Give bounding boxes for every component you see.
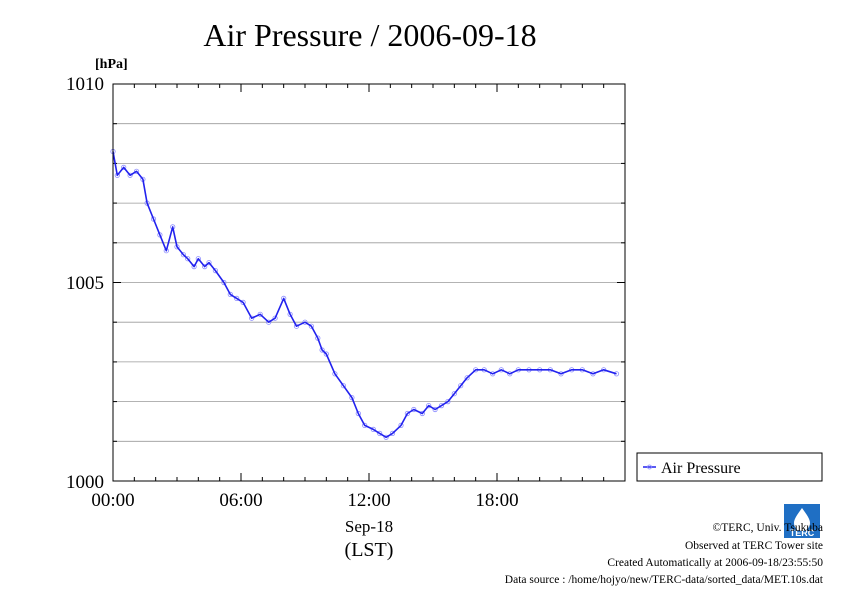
- data-point: [426, 402, 432, 409]
- data-point: [490, 371, 496, 377]
- x-tick-label-0600: 06:00: [219, 490, 262, 511]
- data-point: [340, 383, 346, 389]
- data-point: [195, 256, 201, 262]
- data-point: [362, 422, 368, 428]
- terc-logo-text: TERC: [790, 528, 815, 538]
- data-point: [234, 295, 240, 301]
- x-tick-label-0000: 00:00: [91, 490, 134, 511]
- data-point: [438, 402, 445, 409]
- data-point: [383, 434, 389, 440]
- data-point: [150, 216, 157, 222]
- data-point: [227, 291, 233, 297]
- data-point: [212, 267, 218, 274]
- data-point: [287, 311, 293, 317]
- x-axis-timezone-label: (LST): [345, 539, 394, 561]
- chart-title: Air Pressure / 2006-09-18: [203, 17, 536, 53]
- data-point: [389, 430, 396, 436]
- data-point: [302, 319, 308, 325]
- y-axis-unit-label: [hPa]: [95, 57, 128, 72]
- data-point: [411, 406, 417, 413]
- data-point: [133, 168, 140, 174]
- data-point: [419, 410, 425, 417]
- y-tick-label-1000: 1000: [66, 472, 104, 493]
- x-tick-label-1800: 18:00: [475, 490, 518, 511]
- legend-marker: [647, 464, 652, 470]
- data-point: [507, 371, 513, 377]
- plot-frame: [112, 83, 626, 482]
- legend-label: Air Pressure: [661, 460, 741, 477]
- gridlines: [113, 123, 625, 442]
- data-point: [180, 252, 186, 258]
- credit-copyright: ©TERC, Univ. Tsukuba: [713, 522, 823, 534]
- data-point: [398, 422, 404, 428]
- credit-created: Created Automatically at 2006-09-18/23:5…: [607, 557, 823, 569]
- data-point: [498, 367, 504, 373]
- x-tick-label-1200: 12:00: [347, 490, 390, 511]
- data-point: [202, 263, 208, 270]
- y-tick-label-1005: 1005: [66, 273, 104, 294]
- data-point: [349, 394, 355, 401]
- data-point: [266, 319, 272, 325]
- data-point: [127, 172, 133, 178]
- data-point: [185, 256, 191, 262]
- data-point: [323, 351, 329, 357]
- data-point: [464, 375, 470, 381]
- data-point: [332, 371, 338, 377]
- data-point: [157, 232, 163, 238]
- series-line-air-pressure: [112, 151, 617, 439]
- data-point: [293, 323, 300, 329]
- data-point: [249, 315, 255, 321]
- data-point: [445, 398, 451, 405]
- data-point: [221, 279, 227, 286]
- data-point: [370, 426, 376, 432]
- legend: Air Pressure: [636, 452, 823, 482]
- data-point: [404, 410, 410, 417]
- data-point: [377, 430, 383, 436]
- data-point: [355, 410, 361, 417]
- data-point: [451, 391, 457, 397]
- legend-box: [636, 452, 823, 482]
- data-point: [281, 295, 287, 301]
- data-point: [191, 263, 197, 270]
- data-point: [432, 406, 438, 413]
- data-point: [308, 323, 314, 329]
- credit-observed: Observed at TERC Tower site: [685, 540, 823, 552]
- data-point: [257, 311, 263, 317]
- credit-data-source: Data source : /home/hojyo/new/TERC-data/…: [505, 574, 824, 586]
- series-air-pressure: [110, 148, 620, 440]
- terc-logo: TERC: [784, 504, 820, 538]
- data-point: [206, 259, 212, 266]
- y-tick-label-1010: 1010: [66, 74, 104, 95]
- data-point: [272, 315, 278, 321]
- x-axis-date-label: Sep-18: [345, 517, 393, 536]
- data-point: [240, 299, 246, 305]
- data-point: [121, 164, 127, 170]
- water-drop-icon: [794, 508, 810, 531]
- data-point: [458, 383, 464, 389]
